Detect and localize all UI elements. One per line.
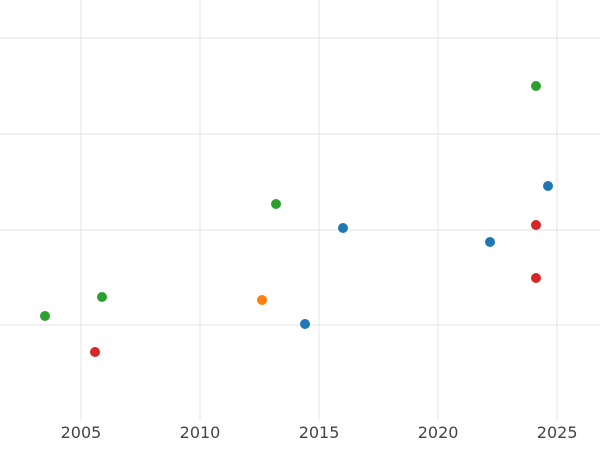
x-tick-label: 2005	[60, 423, 102, 442]
vertical-gridline	[556, 0, 558, 421]
vertical-gridline	[437, 0, 439, 421]
x-tick-label: 2020	[417, 423, 459, 442]
data-point-green-series	[271, 198, 282, 209]
data-point-red-series	[90, 347, 101, 358]
data-point-blue-series	[485, 237, 496, 248]
data-point-red-series	[530, 273, 541, 284]
data-point-green-series	[40, 310, 51, 321]
x-tick-label: 2025	[536, 423, 578, 442]
horizontal-gridline	[0, 133, 600, 135]
x-axis: 2005 2010 2015 2020 2025	[0, 421, 600, 450]
data-point-blue-series	[299, 319, 310, 330]
x-tick-label: 2010	[179, 423, 221, 442]
vertical-gridline	[199, 0, 201, 421]
data-point-orange-series	[256, 295, 267, 306]
horizontal-gridline	[0, 229, 600, 231]
plot-area	[0, 0, 600, 421]
data-point-green-series	[97, 291, 108, 302]
x-tick-label: 2015	[298, 423, 340, 442]
data-point-red-series	[530, 219, 541, 230]
vertical-gridline	[318, 0, 320, 421]
data-point-blue-series	[337, 222, 348, 233]
data-point-blue-series	[542, 180, 553, 191]
vertical-gridline	[80, 0, 82, 421]
horizontal-gridline	[0, 37, 600, 39]
data-point-green-series	[530, 81, 541, 92]
